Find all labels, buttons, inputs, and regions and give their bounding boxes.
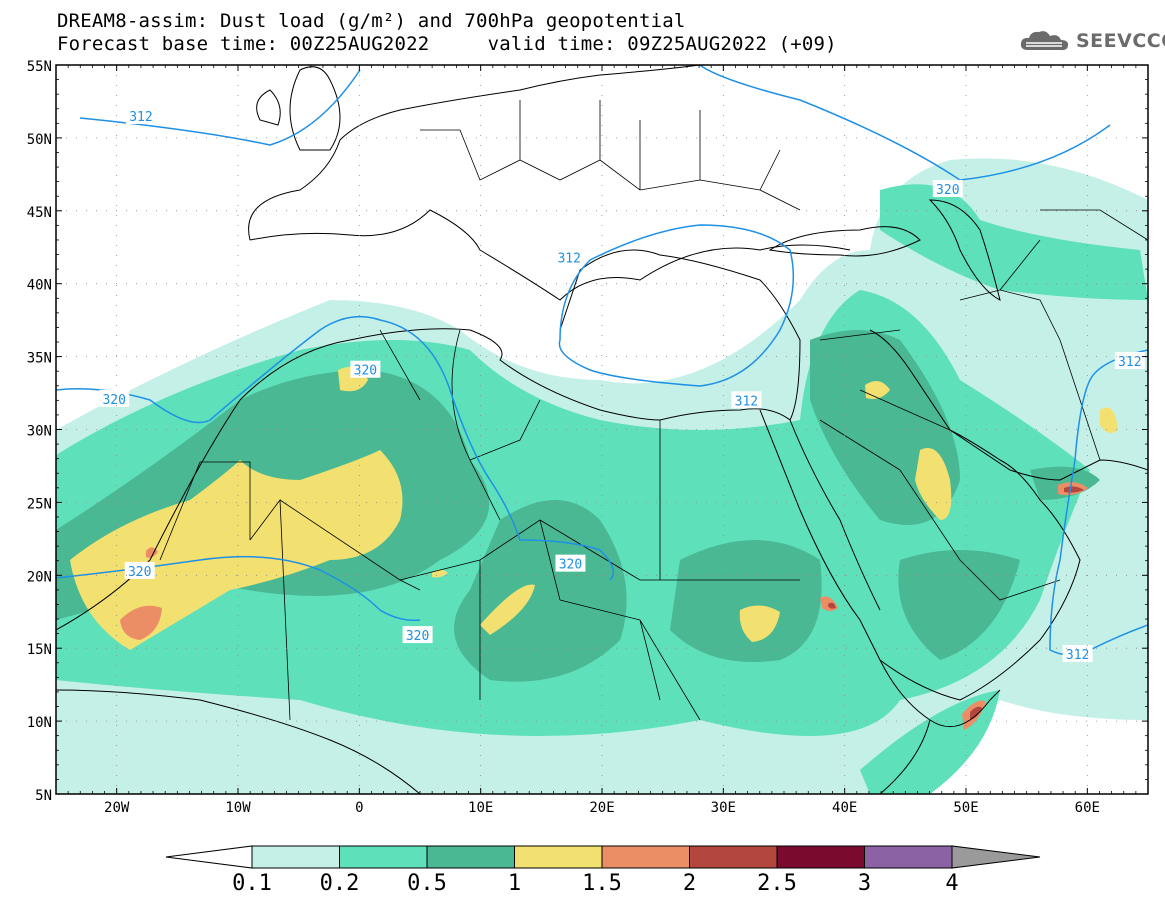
colorbar-under-arrow (165, 845, 253, 869)
contour-labels: 312 320 312 320 312 320 312 320 320 320 312 (99, 107, 1145, 663)
lon-tick-label: 40E (832, 800, 857, 816)
coastline-uk (289, 66, 341, 151)
contour-label-bg (1062, 645, 1093, 663)
colorbar-swatch (689, 845, 778, 869)
colorbar-label: 0.5 (407, 871, 447, 896)
contour-label: 312 (557, 251, 580, 266)
lat-tick-label: 15N (27, 642, 52, 658)
seevccc-logo: SEEVCCC (1018, 28, 1165, 54)
dust-band-2 (828, 486, 1084, 720)
colorbar-label: 1 (508, 871, 521, 896)
colorbar-over-arrow (951, 845, 1041, 869)
map-title: DREAM8-assim: Dust load (g/m²) and 700hP… (57, 10, 686, 32)
colorbar-swatch (776, 845, 865, 869)
lat-tick-label: 55N (27, 59, 52, 75)
contour-label-bg (555, 554, 586, 572)
lon-tick-label: 10E (468, 800, 493, 816)
lat-tick-label: 50N (27, 132, 52, 148)
lat-tick-label: 20N (27, 569, 52, 585)
logo-text: SEEVCCC (1076, 30, 1165, 52)
lon-tick-label: 50E (953, 800, 978, 816)
contour-label-bg (932, 179, 963, 197)
contour-label-bg (1114, 351, 1145, 369)
coastline-ireland (256, 89, 281, 126)
cloud-icon (1020, 31, 1069, 51)
geopotential-contours (56, 65, 1148, 656)
lat-tick-label: 10N (27, 715, 52, 731)
map-plot-area: 312 320 312 320 312 320 312 320 320 320 312 (56, 65, 1148, 794)
coastline-horn-africa (879, 659, 1001, 794)
contour-label: 312 (735, 394, 758, 409)
coastline-red-sea (759, 409, 881, 661)
colorbar-swatch (514, 845, 603, 869)
coastline-gulf-guinea (56, 689, 421, 794)
colorbar-label: 1.5 (582, 871, 622, 896)
colorbar-swatch (339, 845, 428, 869)
contour-label: 312 (1066, 648, 1089, 663)
colorbar-label: 0.1 (232, 871, 272, 896)
contour-label: 320 (354, 364, 377, 379)
colorbar-label: 2.5 (757, 871, 797, 896)
contour-label-bg (124, 561, 155, 579)
contour-label-bg (125, 107, 156, 125)
colorbar-swatch (601, 845, 690, 869)
colorbar-label: 0.2 (320, 871, 360, 896)
lat-tick-label: 25N (27, 496, 52, 512)
colorbar-label: 3 (858, 871, 871, 896)
coastline-west-africa (56, 249, 801, 631)
coastline-black-sea (768, 226, 921, 257)
contour-312-med (558, 224, 795, 387)
lon-tick-label: 10W (225, 800, 251, 816)
contour-label: 320 (406, 629, 429, 644)
graticule (56, 65, 1148, 794)
coastline-caspian (928, 199, 1001, 301)
forecast-time-info: Forecast base time: 00Z25AUG2022 valid t… (57, 33, 837, 55)
colorbar-label: 4 (945, 871, 958, 896)
contour-label: 320 (102, 393, 125, 408)
contour-label-bg (99, 389, 130, 407)
contour-320-sahara (56, 315, 615, 581)
contour-label-bg (554, 248, 585, 266)
lat-tick-label: 30N (27, 424, 52, 440)
contour-label: 312 (1118, 355, 1141, 370)
contour-label: 320 (128, 565, 151, 580)
lon-tick-label: 30E (711, 800, 736, 816)
lat-tick-label: 45N (27, 205, 52, 221)
coastline-north-med (249, 209, 851, 301)
colorbar-swatch (251, 845, 340, 869)
lon-tick-label: 20W (104, 800, 130, 816)
lat-tick-label: 5N (35, 788, 52, 804)
contour-label-bg (731, 391, 762, 409)
coastline-west-europe (248, 65, 701, 241)
lat-tick-label: 35N (27, 351, 52, 367)
contour-label-bg (402, 626, 433, 644)
country-borders (159, 100, 1148, 721)
colorbar-swatch (426, 845, 515, 869)
lon-tick-label: 60E (1075, 800, 1100, 816)
latitude-axis: 55N 50N 45N 40N 35N 30N 25N 20N 15N 10N 5N (27, 59, 1148, 804)
contour-label: 312 (129, 110, 152, 125)
colorbar-label: 2 (683, 871, 696, 896)
lat-tick-label: 40N (27, 278, 52, 294)
colorbar-swatch (864, 845, 953, 869)
coastlines (56, 65, 1148, 794)
contour-label-bg (350, 360, 381, 378)
longitude-axis: 20W 10W 0 10E 20E 30E 40E 50E 60E (55, 65, 1149, 816)
contour-312-north (79, 69, 361, 146)
dust-band-1 (70, 366, 1118, 650)
contour-label: 320 (936, 183, 959, 198)
dust-load-colorbar: 0.1 0.2 0.5 1 1.5 2 2.5 3 4 (165, 845, 1041, 896)
contour-label: 320 (559, 558, 582, 573)
coastline-arabia (869, 329, 1081, 701)
coastline-persian-gulf (949, 429, 1148, 481)
lon-tick-label: 20E (589, 800, 614, 816)
contour-320-northeast (699, 65, 1111, 181)
lon-tick-label: 0 (355, 800, 363, 816)
